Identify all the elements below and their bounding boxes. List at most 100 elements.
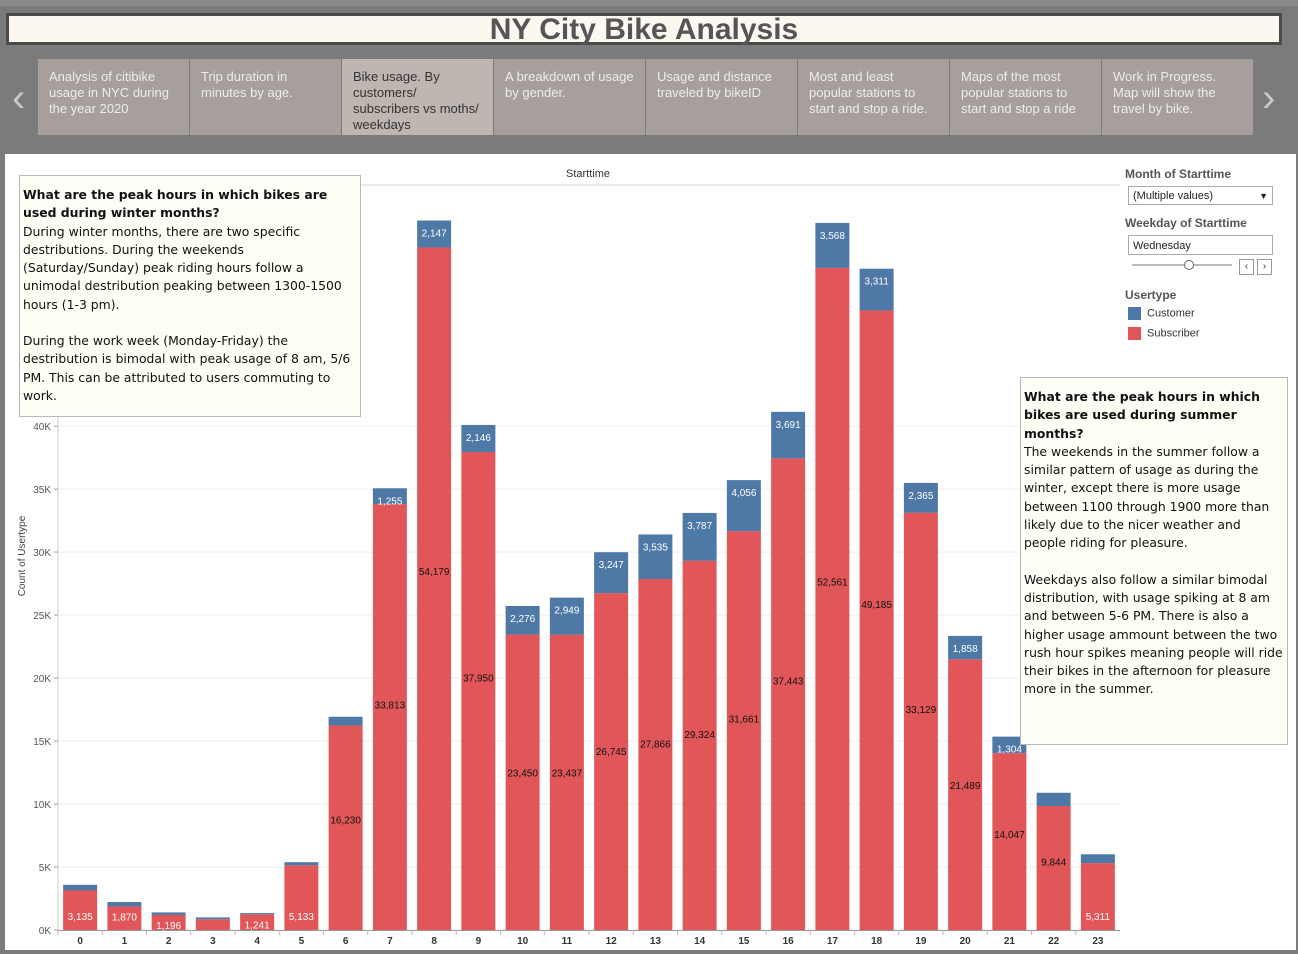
x-tick-label: 20: [960, 936, 972, 947]
data-label-customer: 3,247: [599, 560, 624, 571]
bar-subscriber: [771, 458, 806, 930]
month-dropdown[interactable]: (Multiple values) ▼: [1128, 186, 1273, 205]
tab-analysis-2020[interactable]: Analysis of citibike usage in NYC during…: [38, 59, 189, 135]
weekday-slider-handle[interactable]: [1184, 260, 1194, 270]
bar-customer: [107, 902, 142, 907]
bar-subscriber: [1036, 806, 1071, 930]
x-tick-label: 10: [517, 936, 529, 947]
step-back-icon[interactable]: ‹: [1239, 259, 1254, 275]
tab-bikeid[interactable]: Usage and distance traveled by bikeID: [646, 59, 797, 135]
bar-subscriber: [948, 659, 983, 930]
x-tick-label: 3: [210, 936, 216, 947]
tab-label: Trip duration in minutes by age.: [201, 69, 293, 100]
y-tick-label: 30K: [33, 548, 51, 559]
bar-customer: [1036, 792, 1071, 807]
bar-subscriber: [328, 725, 363, 930]
bar-customer: [461, 424, 496, 452]
y-tick-label: 10K: [33, 800, 51, 811]
tab-label: Maps of the most popular stations to sta…: [961, 69, 1076, 116]
x-tick-label: 4: [254, 936, 260, 947]
chart-title: Starttime: [566, 168, 610, 180]
data-label-subscriber: 52,561: [817, 578, 848, 589]
x-tick-label: 7: [387, 936, 393, 947]
bar-customer: [815, 222, 850, 268]
winter-paragraph-1: During winter months, there are two spec…: [23, 223, 342, 312]
bar-customer: [726, 480, 761, 532]
bar-subscriber: [992, 753, 1027, 930]
tab-bike-usage[interactable]: Bike usage. By customers/ subscribers vs…: [342, 59, 493, 135]
bar-customer: [638, 534, 673, 579]
y-tick-label: 20K: [33, 674, 51, 685]
legend-item-customer[interactable]: Customer: [1128, 307, 1195, 320]
y-tick-label: 25K: [33, 611, 51, 622]
chevron-right-icon[interactable]: ›: [1262, 76, 1276, 120]
dashboard-title-text: NY City Bike Analysis: [489, 13, 799, 46]
x-tick-label: 2: [166, 936, 172, 947]
tab-popular-stations[interactable]: Most and least popular stations to start…: [798, 59, 949, 135]
tab-label: Most and least popular stations to start…: [809, 69, 928, 116]
bar-customer: [151, 912, 186, 915]
tab-trip-duration[interactable]: Trip duration in minutes by age.: [190, 59, 341, 135]
x-tick-label: 12: [606, 936, 618, 947]
data-label-customer: 2,949: [554, 606, 579, 617]
bar-subscriber: [549, 634, 584, 930]
x-tick-label: 11: [562, 936, 573, 947]
bar-customer: [948, 635, 983, 660]
bar-subscriber: [638, 578, 673, 930]
month-filter-label: Month of Starttime: [1125, 167, 1285, 181]
tab-gender[interactable]: A breakdown of usage by gender.: [494, 59, 645, 135]
x-tick-label: 23: [1092, 936, 1104, 947]
bar-customer: [682, 512, 717, 561]
tab-work-in-progress[interactable]: Work in Progress. Map will show the trav…: [1102, 59, 1253, 135]
data-label-subscriber: 9,844: [1041, 858, 1066, 869]
data-label-customer: 3,535: [643, 542, 668, 553]
x-tick-label: 19: [915, 936, 927, 947]
bar-subscriber: [284, 865, 319, 930]
bar-customer: [992, 736, 1027, 754]
tab-label: Work in Progress. Map will show the trav…: [1113, 69, 1217, 116]
x-tick-label: 17: [827, 936, 839, 947]
winter-question: What are the peak hours in which bikes a…: [23, 187, 328, 221]
usertype-legend-title: Usertype: [1125, 288, 1285, 302]
top-strip: [0, 0, 1298, 6]
tab-label: Usage and distance traveled by bikeID: [657, 69, 772, 100]
data-label-customer: 2,146: [466, 433, 491, 444]
legend-label-subscriber: Subscriber: [1147, 327, 1200, 340]
data-label-subscriber: 33,813: [375, 701, 406, 712]
data-label-subscriber: 5,311: [1086, 912, 1111, 923]
x-tick-label: 18: [871, 936, 883, 947]
bar-subscriber: [195, 919, 230, 930]
data-label-customer: 2,147: [422, 228, 447, 239]
x-tick-label: 5: [299, 936, 305, 947]
bar-subscriber: [726, 531, 761, 930]
chevron-left-icon[interactable]: ‹: [12, 76, 26, 120]
tab-station-maps[interactable]: Maps of the most popular stations to sta…: [950, 59, 1101, 135]
tab-label: A breakdown of usage by gender.: [505, 69, 634, 100]
summer-paragraph-1: The weekends in the summer follow a simi…: [1024, 443, 1270, 551]
y-tick-label: 35K: [33, 485, 51, 496]
legend-item-subscriber[interactable]: Subscriber: [1128, 327, 1200, 340]
data-label-subscriber: 1,196: [156, 921, 181, 932]
bar-subscriber: [461, 451, 496, 930]
bar-subscriber: [1080, 863, 1115, 930]
data-label-subscriber: 37,443: [773, 677, 804, 688]
bar-customer: [195, 917, 230, 920]
x-tick-label: 14: [694, 936, 706, 947]
data-label-subscriber: 14,047: [994, 830, 1025, 841]
data-label-subscriber: 37,950: [463, 673, 494, 684]
winter-paragraph-2: During the work week (Monday-Friday) the…: [23, 333, 351, 403]
bar-subscriber: [151, 914, 186, 930]
y-tick-label: 0K: [39, 926, 52, 937]
step-forward-icon[interactable]: ›: [1257, 259, 1272, 275]
data-label-subscriber: 29,324: [684, 730, 715, 741]
bar-subscriber: [372, 504, 407, 930]
data-label-subscriber: 31,661: [729, 715, 760, 726]
data-label-subscriber: 23,450: [507, 768, 538, 779]
x-tick-label: 8: [431, 936, 437, 947]
weekday-value-box[interactable]: Wednesday: [1128, 235, 1273, 255]
bar-subscriber: [417, 247, 452, 931]
bar-subscriber: [505, 634, 540, 930]
weekday-slider-track[interactable]: [1132, 264, 1232, 266]
y-tick-label: 40K: [33, 422, 51, 433]
bar-customer: [240, 913, 275, 915]
